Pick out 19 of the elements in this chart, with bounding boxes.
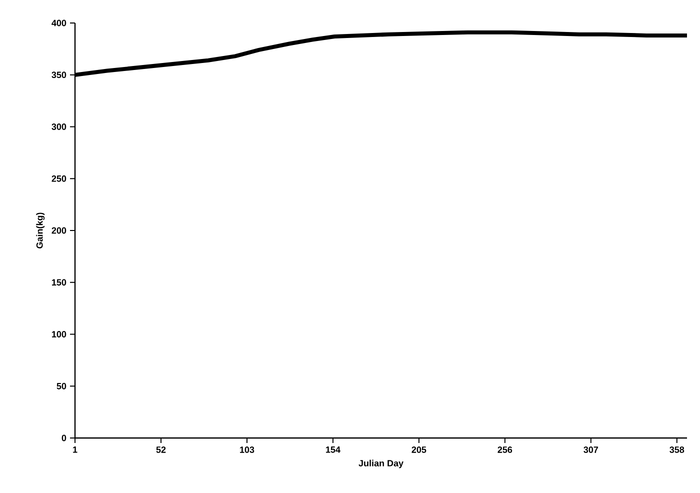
y-tick-label: 200 — [52, 227, 66, 234]
x-tick-label: 358 — [670, 446, 684, 453]
x-tick-label: 154 — [326, 446, 340, 453]
y-tick-label: 350 — [52, 72, 66, 78]
x-tick-label: 1 — [73, 446, 78, 453]
x-tick-label: 52 — [156, 446, 166, 453]
y-tick-label: 300 — [52, 124, 66, 130]
y-tick-label: 100 — [52, 331, 66, 338]
x-tick-label: 103 — [240, 446, 254, 453]
x-tick-label: 256 — [498, 446, 512, 453]
y-tick-label: 250 — [52, 175, 66, 182]
y-tick-label: 400 — [52, 20, 66, 26]
y-axis-title: Gain(kg) — [36, 212, 45, 248]
y-tick-label: 150 — [52, 279, 66, 286]
y-tick-label: 50 — [56, 382, 66, 390]
x-tick-label: 205 — [412, 446, 426, 453]
x-tick-label: 307 — [584, 446, 598, 453]
y-tick-label: 0 — [62, 434, 66, 442]
x-axis-title: Julian Day — [358, 460, 404, 468]
